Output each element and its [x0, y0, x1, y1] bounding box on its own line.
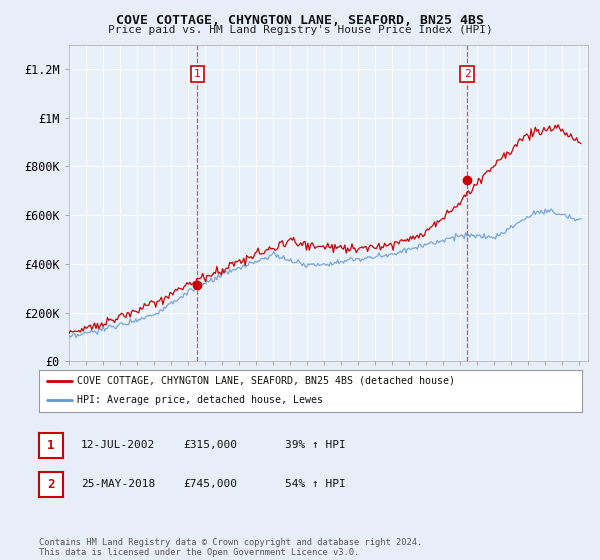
Text: 54% ↑ HPI: 54% ↑ HPI: [285, 479, 346, 489]
Text: £745,000: £745,000: [183, 479, 237, 489]
Text: Contains HM Land Registry data © Crown copyright and database right 2024.
This d: Contains HM Land Registry data © Crown c…: [39, 538, 422, 557]
Text: £315,000: £315,000: [183, 440, 237, 450]
Text: 2: 2: [47, 478, 55, 491]
Text: 25-MAY-2018: 25-MAY-2018: [81, 479, 155, 489]
Text: Price paid vs. HM Land Registry's House Price Index (HPI): Price paid vs. HM Land Registry's House …: [107, 25, 493, 35]
Text: 2: 2: [464, 69, 470, 79]
Text: HPI: Average price, detached house, Lewes: HPI: Average price, detached house, Lewe…: [77, 395, 323, 405]
Text: 1: 1: [194, 69, 201, 79]
Text: COVE COTTAGE, CHYNGTON LANE, SEAFORD, BN25 4BS: COVE COTTAGE, CHYNGTON LANE, SEAFORD, BN…: [116, 14, 484, 27]
Text: COVE COTTAGE, CHYNGTON LANE, SEAFORD, BN25 4BS (detached house): COVE COTTAGE, CHYNGTON LANE, SEAFORD, BN…: [77, 376, 455, 386]
Text: 1: 1: [47, 438, 55, 452]
Text: 12-JUL-2002: 12-JUL-2002: [81, 440, 155, 450]
Text: 39% ↑ HPI: 39% ↑ HPI: [285, 440, 346, 450]
